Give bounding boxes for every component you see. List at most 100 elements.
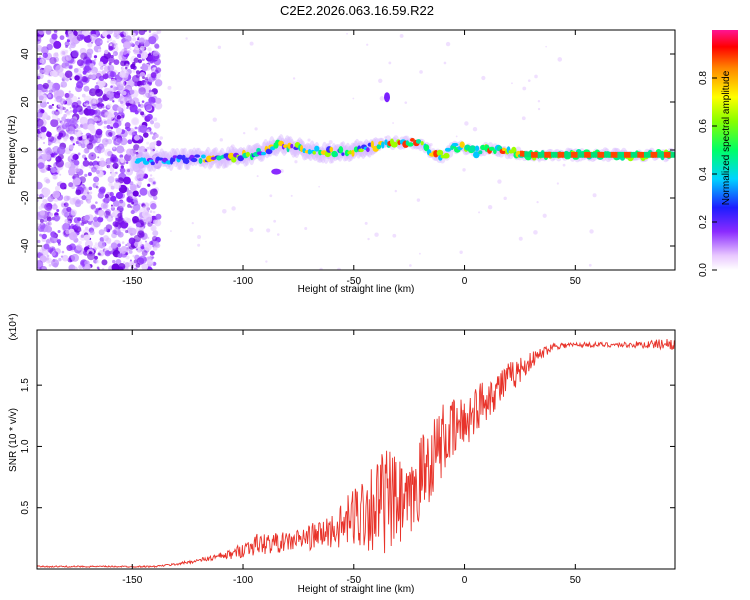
noise-speck [94,130,103,139]
ridge-mark [415,139,422,144]
noise-speck [37,64,40,71]
noise-speck [95,201,98,204]
noise-speck [110,242,118,250]
ridge-mark [344,149,350,157]
noise-speck [112,200,120,207]
noise-speck [85,103,89,106]
spectrogram-x-tick-label: -150 [122,276,142,287]
noise-speck [86,199,92,204]
noise-speck [588,263,592,267]
noise-speck [97,97,103,103]
ridge-tail [668,151,672,158]
noise-speck [66,39,71,43]
noise-speck [68,144,74,150]
noise-speck [392,233,397,238]
noise-speck [110,126,114,130]
noise-speck [185,37,188,40]
feature-blob [271,168,282,175]
noise-speck [152,50,159,57]
noise-speck [139,187,148,196]
noise-speck [77,152,81,156]
ridge-mark [488,146,495,151]
noise-speck [120,100,124,104]
noise-speck [62,223,70,231]
noise-speck [51,103,55,107]
ridge-mark [469,145,477,153]
noise-speck [70,138,74,142]
noise-speck [146,146,150,150]
noise-speck [131,117,140,126]
noise-speck [138,255,147,264]
noise-speck [135,263,141,268]
noise-speck [98,61,104,67]
noise-speck [37,260,44,269]
ridge-tail [639,151,643,158]
noise-speck [249,41,254,46]
noise-speck [445,41,451,47]
noise-speck [45,225,53,233]
noise-speck [132,190,139,197]
snr-ticks: -150 -100 -50 0 50 0.5 1.0 1.5 [20,330,675,586]
noise-speck [140,41,144,46]
ridge-tail [606,151,610,158]
noise-speck [155,97,162,104]
noise-speck [108,46,114,51]
ridge-mark [473,151,480,159]
ridge-mark [459,141,465,148]
noise-speck [37,36,42,45]
noise-speck [39,69,44,74]
ridge-tail [531,151,535,158]
ridge-tail [661,151,665,158]
ridge-mark [329,146,334,153]
ridge-tail [537,151,541,158]
noise-speck [112,40,116,44]
noise-speck [106,30,114,35]
noise-speck [107,113,115,120]
noise-speck [269,194,273,198]
noise-speck [118,200,126,208]
ridge-tail [615,151,619,158]
noise-speck [72,177,81,186]
ridge-tail [635,151,639,158]
noise-speck [69,243,76,251]
noise-speck [138,87,146,95]
noise-speck [38,95,44,101]
noise-speck [45,89,49,93]
ridge-tail [519,150,523,157]
noise-speck [146,84,150,88]
ridge-tail [610,151,614,158]
noise-speck [47,135,55,142]
noise-speck [144,240,147,243]
noise-speck [419,144,424,148]
snr-frame [36,329,676,570]
noise-speck [136,53,141,58]
noise-speck [80,222,85,226]
noise-speck [142,205,146,210]
ridge-tail [655,151,659,158]
noise-speck [536,201,539,204]
ridge-mark [205,155,213,163]
noise-speck [125,252,129,256]
noise-speck [148,77,153,83]
noise-speck [41,248,49,256]
ridge-tail [570,151,574,158]
noise-speck [56,146,66,155]
noise-speck [117,177,124,184]
ridge-mark [511,146,517,154]
ridge-tail [597,151,601,158]
noise-speck [94,84,100,90]
noise-speck [148,36,157,45]
noise-speck [97,240,106,249]
noise-speck [71,185,76,190]
noise-speck [38,56,42,59]
noise-speck [75,189,82,196]
noise-speck [230,144,235,149]
ridge-tail [588,151,592,158]
noise-speck [87,245,90,248]
noise-speck [392,122,394,124]
spectrogram-y-tick-label: -20 [20,190,31,205]
noise-speck [79,234,86,241]
noise-speck [146,141,150,145]
noise-speck [56,239,62,244]
noise-speck [152,149,155,152]
